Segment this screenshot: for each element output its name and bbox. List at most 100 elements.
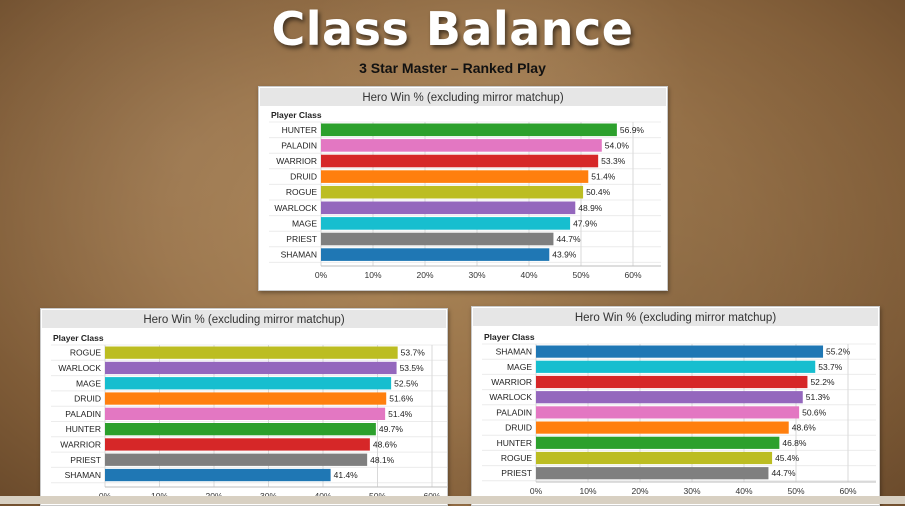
bar-rogue [536,451,773,465]
bar-rogue [321,185,584,199]
value-label-mage: 47.9% [573,218,598,228]
category-label-warrior: WARRIOR [491,377,532,387]
value-label-warrior: 48.6% [373,439,398,449]
bar-shaman [536,345,824,358]
category-label-warlock: WARLOCK [274,203,317,213]
chart-title: Hero Win % (excluding mirror matchup) [143,314,344,326]
bar-warlock [536,391,803,404]
bar-druid [321,170,589,183]
y-axis-header: Player Class [53,333,104,343]
bar-druid [536,421,789,434]
bar-chart-bottom-right: Hero Win % (excluding mirror matchup) Pla… [473,308,878,496]
category-label-hunter: HUNTER [66,424,101,434]
category-label-warrior: WARRIOR [60,439,101,449]
page-subtitle: 3 Star Master – Ranked Play [359,60,546,76]
bar-priest [536,467,769,480]
category-label-mage: MAGE [507,362,532,372]
value-label-priest: 44.7% [771,468,796,478]
bar-hunter [105,423,376,436]
x-tick-label: 60% [839,486,856,496]
value-label-shaman: 41.4% [334,470,359,480]
category-label-hunter: HUNTER [497,438,532,448]
x-tick-label: 10% [579,486,596,496]
bar-hunter [321,123,617,137]
value-label-shaman: 55.2% [826,347,851,357]
bar-mage [536,360,816,373]
x-tick-label: 30% [468,270,485,280]
bar-paladin [105,407,386,420]
value-label-hunter: 56.9% [620,125,645,135]
chart-title: Hero Win % (excluding mirror matchup) [362,92,563,104]
bar-shaman [105,468,331,482]
bar-hunter [536,436,780,449]
category-label-hunter: HUNTER [282,125,317,135]
bar-priest [321,232,554,246]
bar-paladin [321,139,602,152]
bar-shaman [321,248,550,261]
x-tick-label: 40% [735,486,752,496]
value-label-priest: 48.1% [370,455,395,465]
x-tick-label: 50% [787,486,804,496]
category-label-mage: MAGE [76,378,101,388]
category-label-warlock: WARLOCK [489,392,532,402]
value-label-rogue: 50.4% [586,187,611,197]
category-label-rogue: ROGUE [70,348,102,358]
value-label-druid: 51.6% [389,394,414,404]
x-tick-label: 20% [416,270,433,280]
value-label-warlock: 53.5% [400,363,425,373]
bar-rogue [105,346,398,359]
category-label-shaman: SHAMAN [65,470,101,480]
chart-title-band [42,310,446,328]
bottom-strip [0,496,905,504]
category-label-priest: PRIEST [70,455,101,465]
category-label-shaman: SHAMAN [281,250,317,260]
value-label-hunter: 46.8% [782,438,807,448]
category-label-druid: DRUID [505,423,532,433]
value-label-rogue: 53.7% [401,348,426,358]
y-axis-header: Player Class [484,332,535,342]
x-tick-label: 20% [631,486,648,496]
bar-warlock [321,201,576,215]
value-label-druid: 51.4% [591,172,616,182]
value-label-warlock: 48.9% [578,203,603,213]
bar-warrior [105,438,370,451]
x-tick-label: 0% [530,486,543,496]
bar-chart-top: Hero Win % (excluding mirror matchup) Pla… [260,88,666,280]
value-label-warrior: 53.3% [601,156,626,166]
category-label-shaman: SHAMAN [496,347,532,357]
bar-druid [105,392,387,405]
bar-priest [105,453,368,466]
value-label-shaman: 43.9% [552,250,577,260]
value-label-warrior: 52.2% [810,377,835,387]
category-label-mage: MAGE [292,218,317,228]
category-label-paladin: PALADIN [496,407,532,417]
category-label-paladin: PALADIN [65,409,101,419]
category-label-warlock: WARLOCK [58,363,101,373]
value-label-mage: 52.5% [394,378,419,388]
bar-mage [105,377,392,390]
chart-title-band [473,308,878,326]
value-label-rogue: 45.4% [775,453,800,463]
chart-title-band [260,88,666,106]
bar-warlock [105,361,397,375]
x-tick-label: 0% [315,270,328,280]
x-tick-label: 50% [572,270,589,280]
category-label-priest: PRIEST [286,234,317,244]
value-label-paladin: 51.4% [388,409,413,419]
chart-panel-bottom-right: Hero Win % (excluding mirror matchup) Pla… [471,306,880,506]
bar-mage [321,217,571,230]
bar-paladin [536,406,800,419]
x-tick-label: 60% [624,270,641,280]
x-tick-label: 10% [364,270,381,280]
bar-chart-bottom-left: Hero Win % (excluding mirror matchup) Pla… [42,310,447,501]
category-label-paladin: PALADIN [281,140,317,150]
value-label-hunter: 49.7% [379,424,404,434]
category-label-druid: DRUID [74,394,101,404]
category-label-rogue: ROGUE [286,187,318,197]
category-label-warrior: WARRIOR [276,156,317,166]
category-label-druid: DRUID [290,172,317,182]
chart-panel-top: Hero Win % (excluding mirror matchup) Pla… [258,86,668,291]
value-label-mage: 53.7% [818,362,843,372]
value-label-paladin: 54.0% [605,140,630,150]
value-label-druid: 48.6% [792,423,817,433]
